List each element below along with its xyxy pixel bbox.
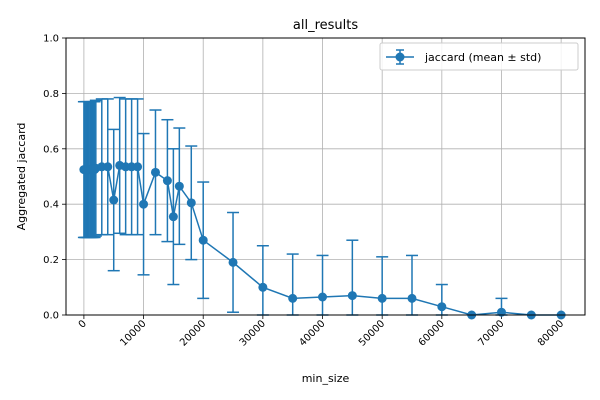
y-tick-label: 0.0 bbox=[43, 311, 59, 322]
data-point bbox=[228, 257, 238, 267]
data-point bbox=[347, 291, 357, 301]
data-point bbox=[162, 176, 172, 186]
data-point bbox=[198, 235, 208, 245]
y-tick-label: 0.6 bbox=[43, 144, 59, 155]
data-point bbox=[258, 282, 268, 292]
data-point bbox=[174, 181, 184, 191]
data-point bbox=[496, 307, 506, 317]
plot-frame bbox=[65, 37, 586, 316]
data-point bbox=[168, 212, 178, 222]
data-point bbox=[437, 302, 447, 312]
y-tick-label: 0.8 bbox=[43, 89, 59, 100]
data-point bbox=[133, 162, 143, 172]
data-point bbox=[103, 162, 113, 172]
data-point bbox=[139, 199, 149, 209]
data-point bbox=[407, 293, 417, 303]
legend-dot bbox=[395, 52, 405, 62]
legend-marker bbox=[386, 49, 414, 65]
data-point bbox=[377, 293, 387, 303]
legend: jaccard (mean ± std) bbox=[379, 42, 579, 71]
data-point bbox=[288, 293, 298, 303]
data-point bbox=[150, 167, 160, 177]
data-point bbox=[109, 195, 119, 205]
legend-label: jaccard (mean ± std) bbox=[424, 51, 541, 64]
data-point bbox=[318, 292, 328, 302]
chart-title: all_results bbox=[293, 18, 358, 33]
data-series bbox=[77, 96, 566, 320]
x-axis-label: min_size bbox=[302, 372, 350, 385]
y-tick-label: 0.2 bbox=[43, 255, 59, 266]
legend-box bbox=[379, 42, 579, 71]
y-tick-label: 1.0 bbox=[43, 34, 59, 45]
y-tick-label: 0.4 bbox=[43, 200, 59, 211]
y-axis-label: Aggregated jaccard bbox=[15, 123, 28, 231]
data-point bbox=[186, 198, 196, 208]
